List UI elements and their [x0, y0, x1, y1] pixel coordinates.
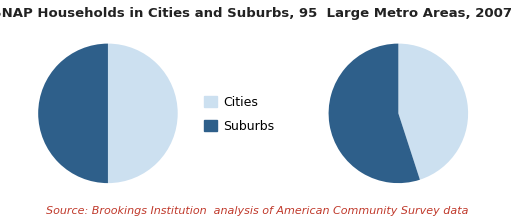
Text: Share of SNAP Households in Cities and Suburbs, 95  Large Metro Areas, 2007  and: Share of SNAP Households in Cities and S…: [0, 7, 514, 20]
Wedge shape: [328, 44, 420, 183]
Wedge shape: [38, 44, 108, 183]
Wedge shape: [398, 44, 468, 180]
Legend: Cities, Suburbs: Cities, Suburbs: [201, 93, 277, 136]
Wedge shape: [108, 44, 178, 183]
Text: Source: Brookings Institution  analysis of American Community Survey data: Source: Brookings Institution analysis o…: [46, 206, 468, 216]
